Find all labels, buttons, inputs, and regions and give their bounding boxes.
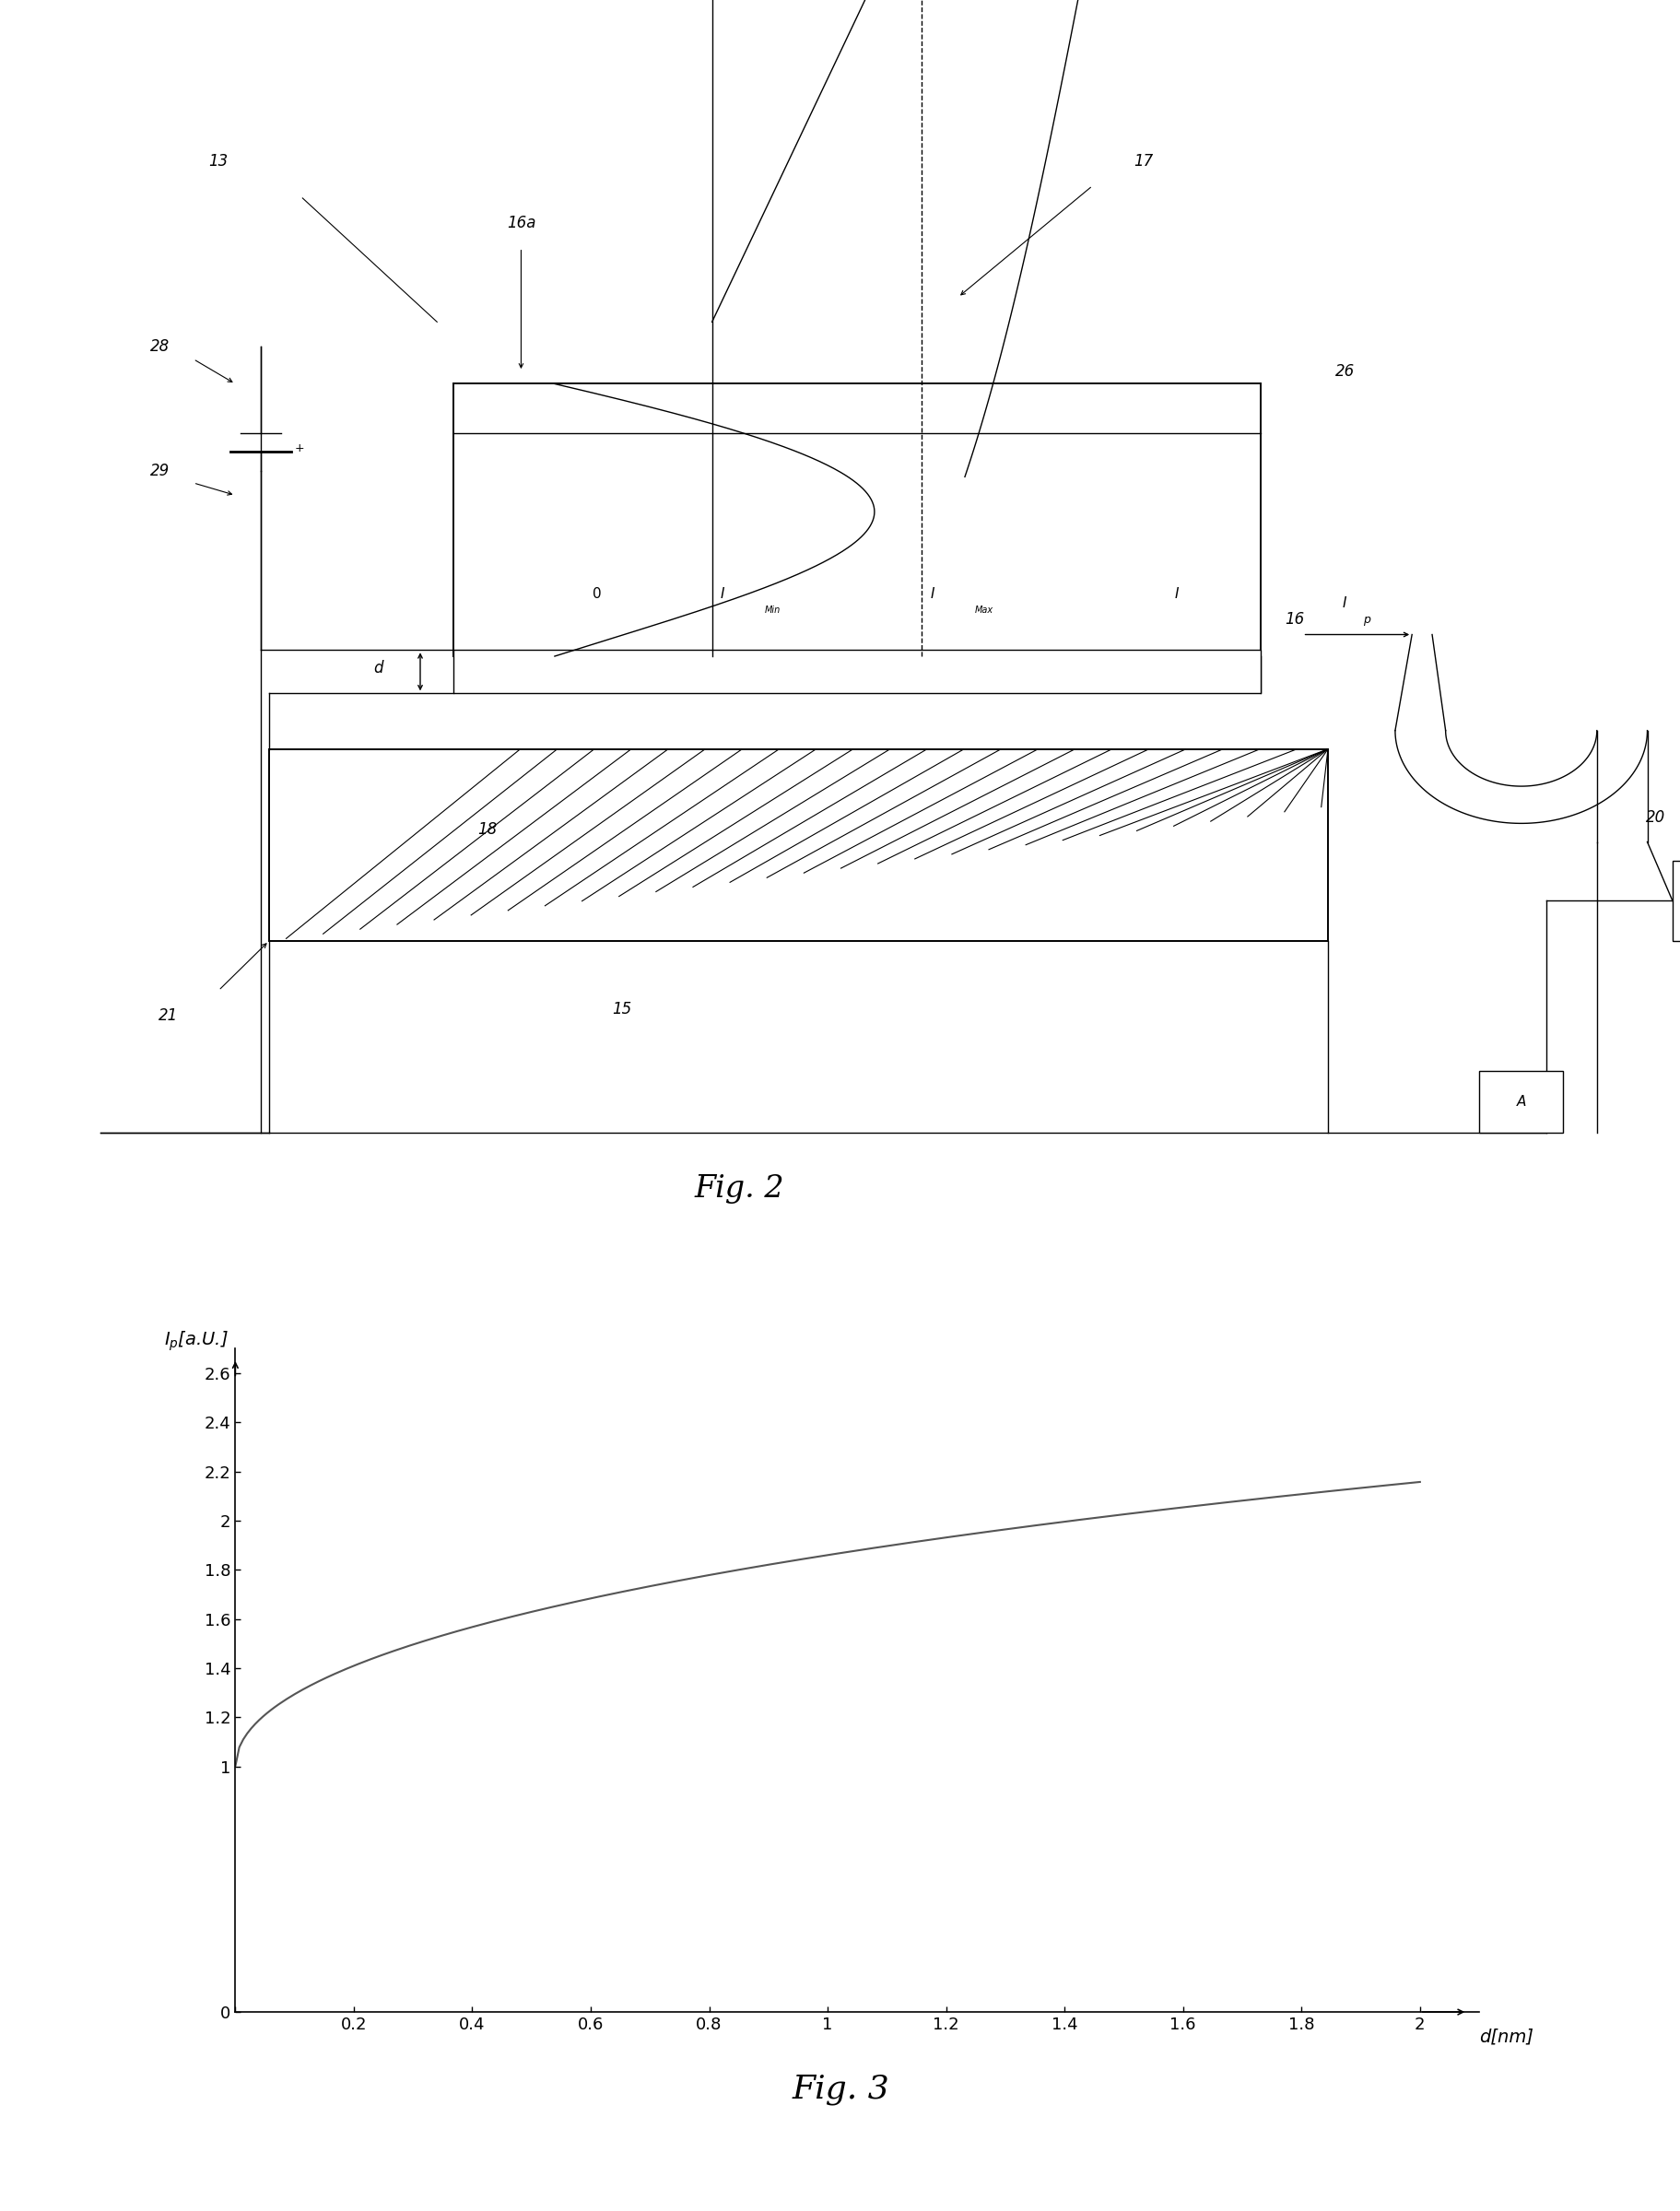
Text: I: I	[721, 588, 724, 601]
Bar	[1478, 1070, 1562, 1132]
Text: $I_p$[a.U.]: $I_p$[a.U.]	[165, 1329, 228, 1353]
Text: 29: 29	[150, 462, 170, 480]
Text: 28: 28	[150, 338, 170, 356]
Text: 13: 13	[208, 153, 228, 170]
Text: 21: 21	[158, 1006, 178, 1024]
Text: 26: 26	[1334, 363, 1354, 380]
Text: Max: Max	[974, 606, 993, 615]
Text: I: I	[931, 588, 934, 601]
Text: +: +	[294, 442, 304, 453]
Text: 17: 17	[1132, 153, 1152, 170]
Bar	[454, 650, 1260, 694]
Text: d[nm]: d[nm]	[1478, 2027, 1532, 2045]
Text: 16: 16	[1284, 610, 1304, 628]
Text: 16a: 16a	[506, 214, 536, 232]
Text: 0: 0	[591, 588, 601, 601]
Bar	[1672, 860, 1680, 942]
Bar	[269, 750, 1327, 942]
Text: I: I	[1174, 588, 1178, 601]
Text: Min: Min	[764, 606, 780, 615]
Text: 18: 18	[477, 820, 497, 838]
Text: 20: 20	[1645, 809, 1665, 825]
Text: Fig. 2: Fig. 2	[694, 1174, 785, 1203]
Text: d: d	[373, 661, 383, 677]
Text: Fig. 3: Fig. 3	[791, 2074, 889, 2105]
Bar	[454, 385, 1260, 657]
Text: p: p	[1362, 615, 1369, 626]
Text: 15: 15	[612, 1002, 632, 1017]
Text: I: I	[1342, 597, 1346, 610]
Text: A: A	[1515, 1094, 1525, 1110]
